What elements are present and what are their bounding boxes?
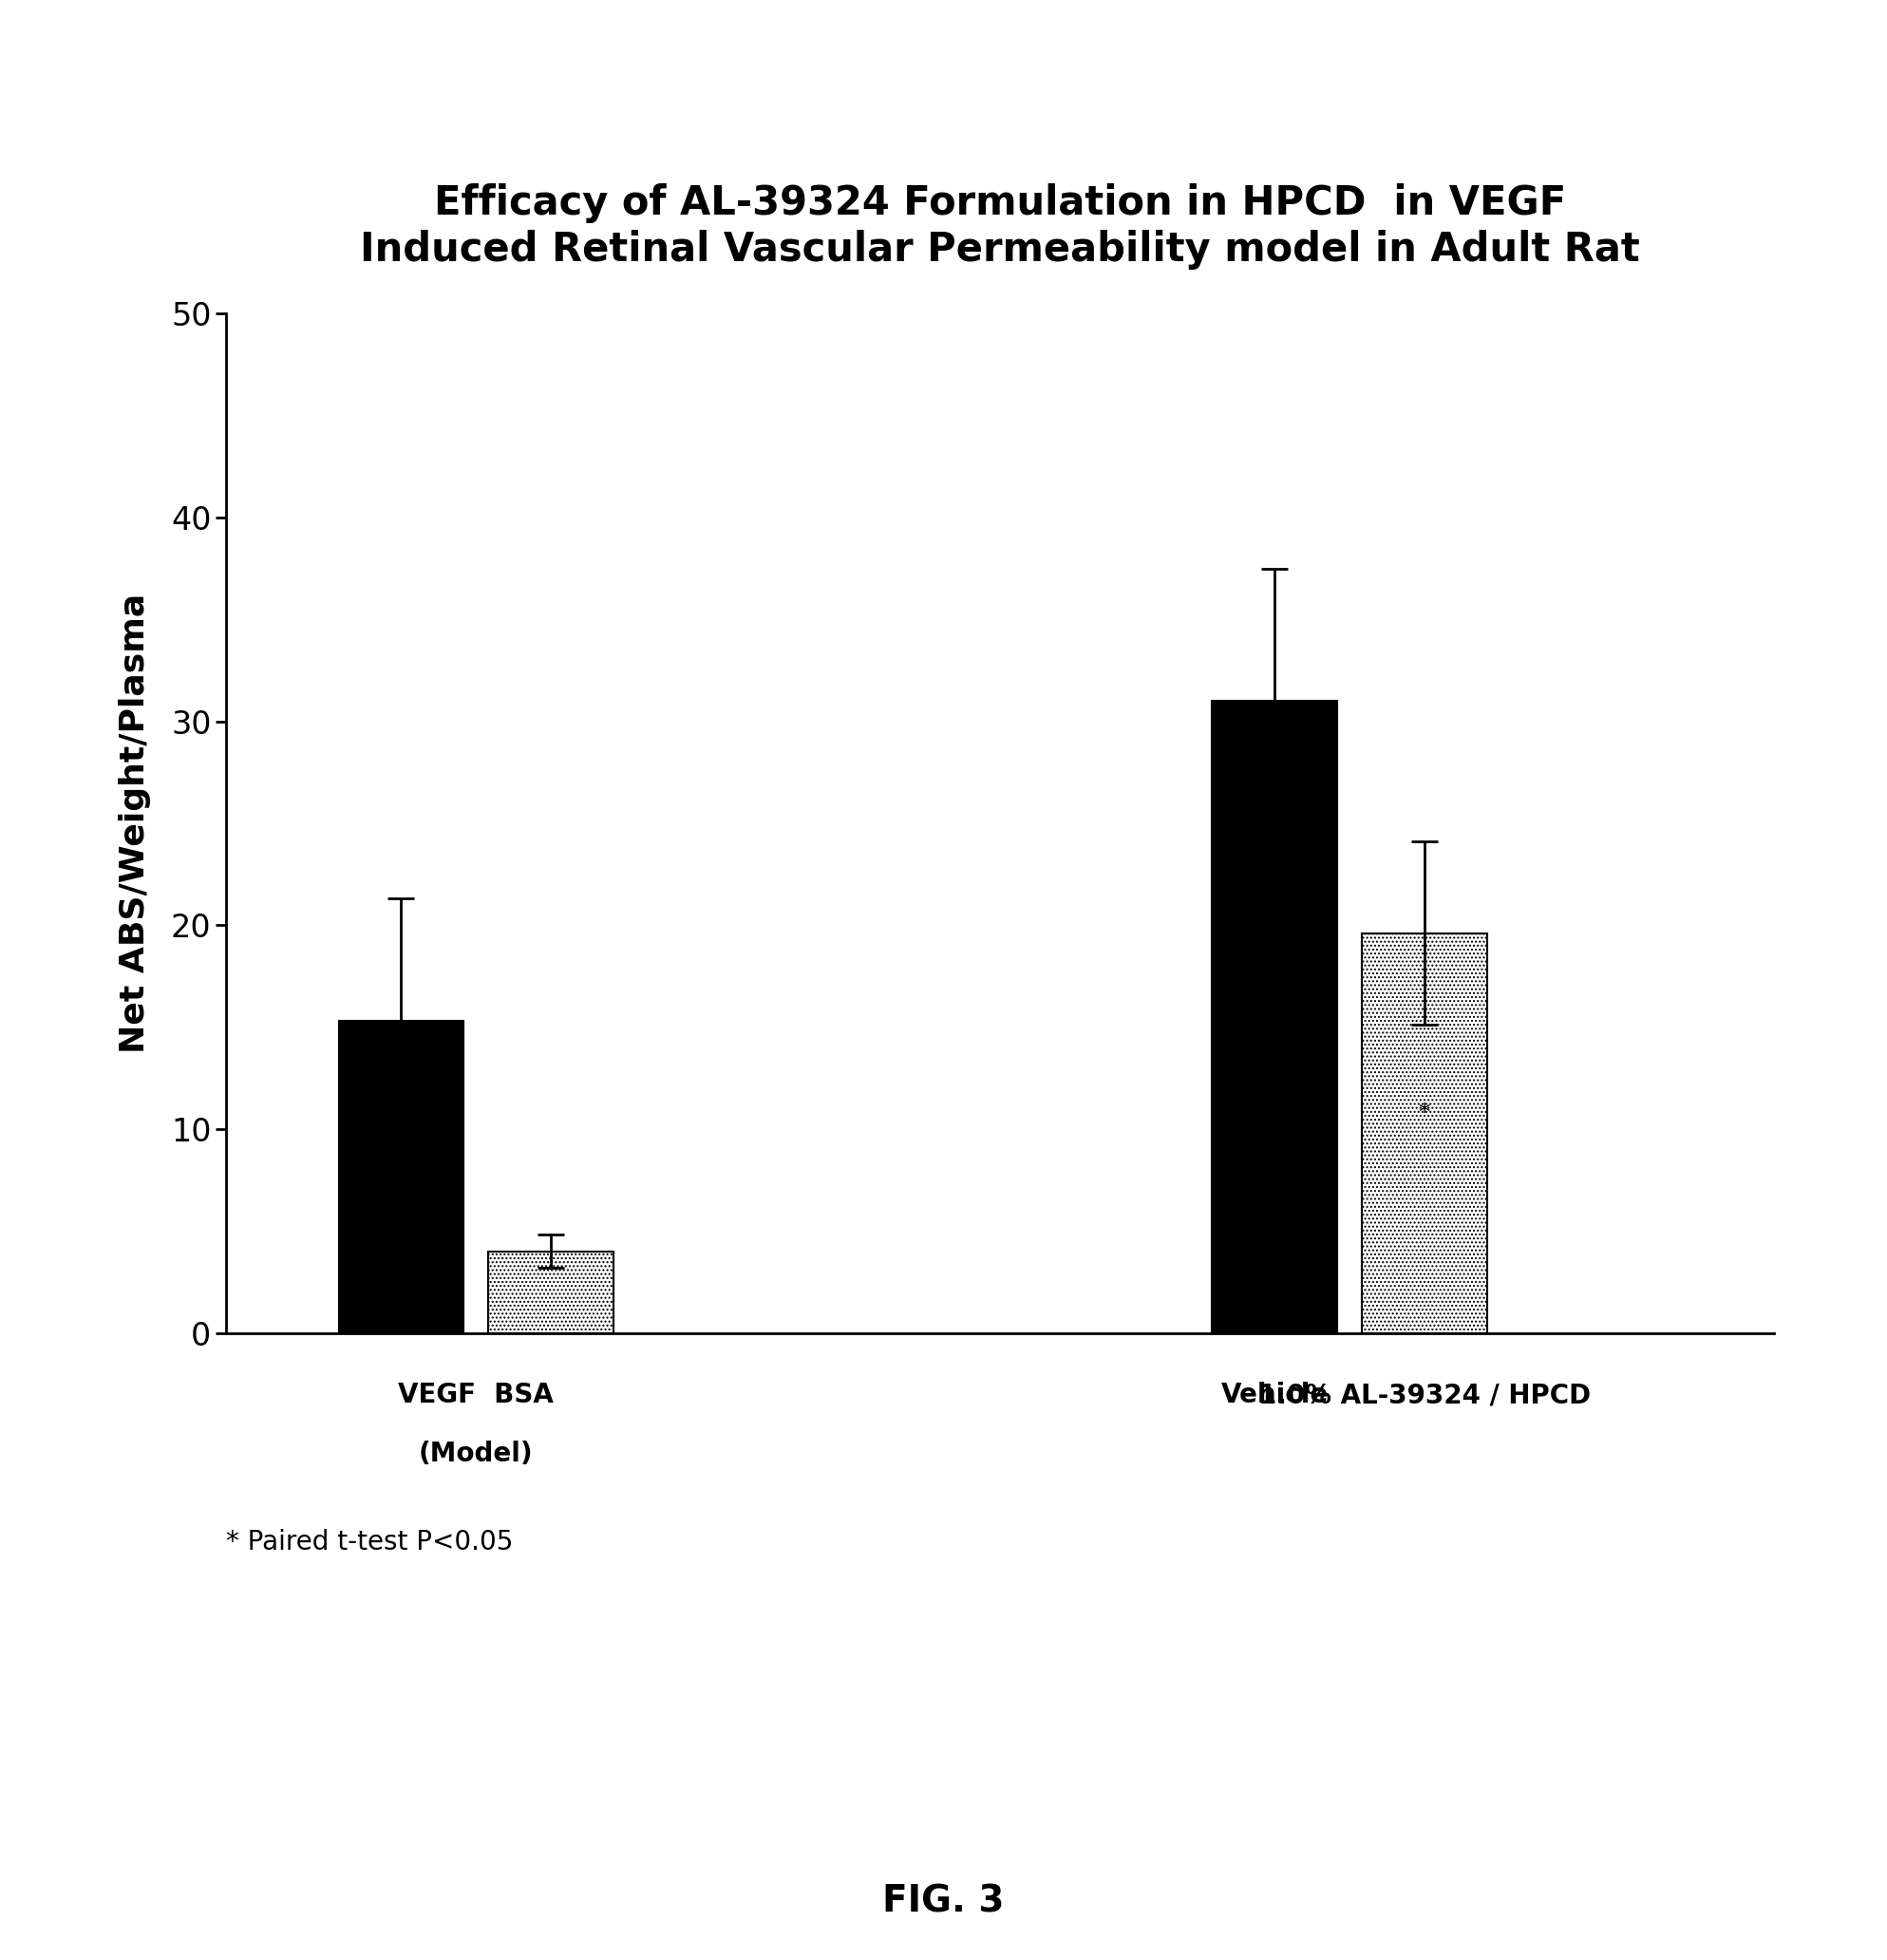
Text: (Model): (Model)	[419, 1441, 534, 1468]
Text: 1.0% AL-39324 / HPCD: 1.0% AL-39324 / HPCD	[1259, 1382, 1591, 1409]
Text: VEGF  BSA: VEGF BSA	[398, 1382, 553, 1409]
Y-axis label: Net ABS/Weight/Plasma: Net ABS/Weight/Plasma	[119, 594, 151, 1053]
Title: Efficacy of AL-39324 Formulation in HPCD  in VEGF
Induced Retinal Vascular Perme: Efficacy of AL-39324 Formulation in HPCD…	[360, 184, 1640, 269]
Bar	[340, 1021, 464, 1333]
Bar	[1362, 933, 1487, 1333]
Bar	[489, 1250, 613, 1333]
Text: FIG. 3: FIG. 3	[883, 1884, 1004, 1919]
Text: * Paired t-test P<0.05: * Paired t-test P<0.05	[226, 1529, 513, 1556]
Bar	[1211, 702, 1338, 1333]
Text: Vehicle: Vehicle	[1221, 1382, 1328, 1409]
Text: *: *	[1419, 1102, 1430, 1125]
